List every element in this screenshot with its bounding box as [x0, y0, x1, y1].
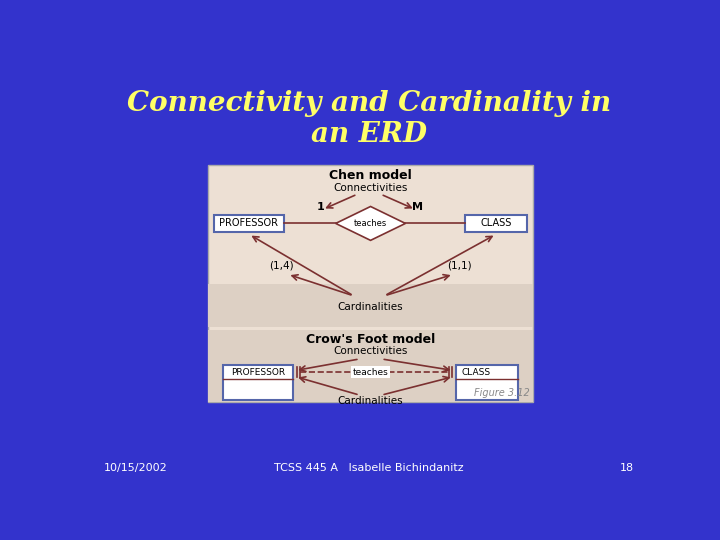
Bar [208, 165, 534, 402]
Text: Figure 3.12: Figure 3.12 [474, 388, 529, 398]
Bar [223, 365, 293, 400]
Text: teaches: teaches [353, 368, 388, 376]
Text: Connectivity and Cardinality in: Connectivity and Cardinality in [127, 90, 611, 117]
Text: Connectivities: Connectivities [333, 346, 408, 356]
Bar [456, 365, 518, 400]
Text: an ERD: an ERD [311, 120, 427, 147]
Text: (1,1): (1,1) [447, 260, 472, 270]
Text: (1,4): (1,4) [269, 260, 294, 270]
Text: PROFESSOR: PROFESSOR [220, 218, 279, 228]
Text: 18: 18 [620, 463, 634, 473]
Bar [208, 284, 534, 327]
Text: CLASS: CLASS [480, 218, 512, 228]
Text: CLASS: CLASS [462, 368, 491, 377]
Text: TCSS 445 A   Isabelle Bichindanitz: TCSS 445 A Isabelle Bichindanitz [274, 463, 464, 473]
Text: Crow's Foot model: Crow's Foot model [306, 333, 435, 346]
Text: 10/15/2002: 10/15/2002 [104, 463, 168, 473]
Text: Chen model: Chen model [329, 169, 412, 182]
Text: 1: 1 [317, 202, 325, 212]
Text: PROFESSOR: PROFESSOR [231, 368, 285, 377]
Text: M: M [413, 202, 423, 212]
Text: Connectivities: Connectivities [333, 183, 408, 193]
Text: Cardinalities: Cardinalities [338, 302, 403, 312]
Text: teaches: teaches [354, 219, 387, 228]
Text: Cardinalities: Cardinalities [338, 396, 403, 406]
Bar [214, 215, 284, 232]
Bar [465, 215, 527, 232]
Bar [208, 330, 534, 402]
Polygon shape [336, 206, 405, 240]
